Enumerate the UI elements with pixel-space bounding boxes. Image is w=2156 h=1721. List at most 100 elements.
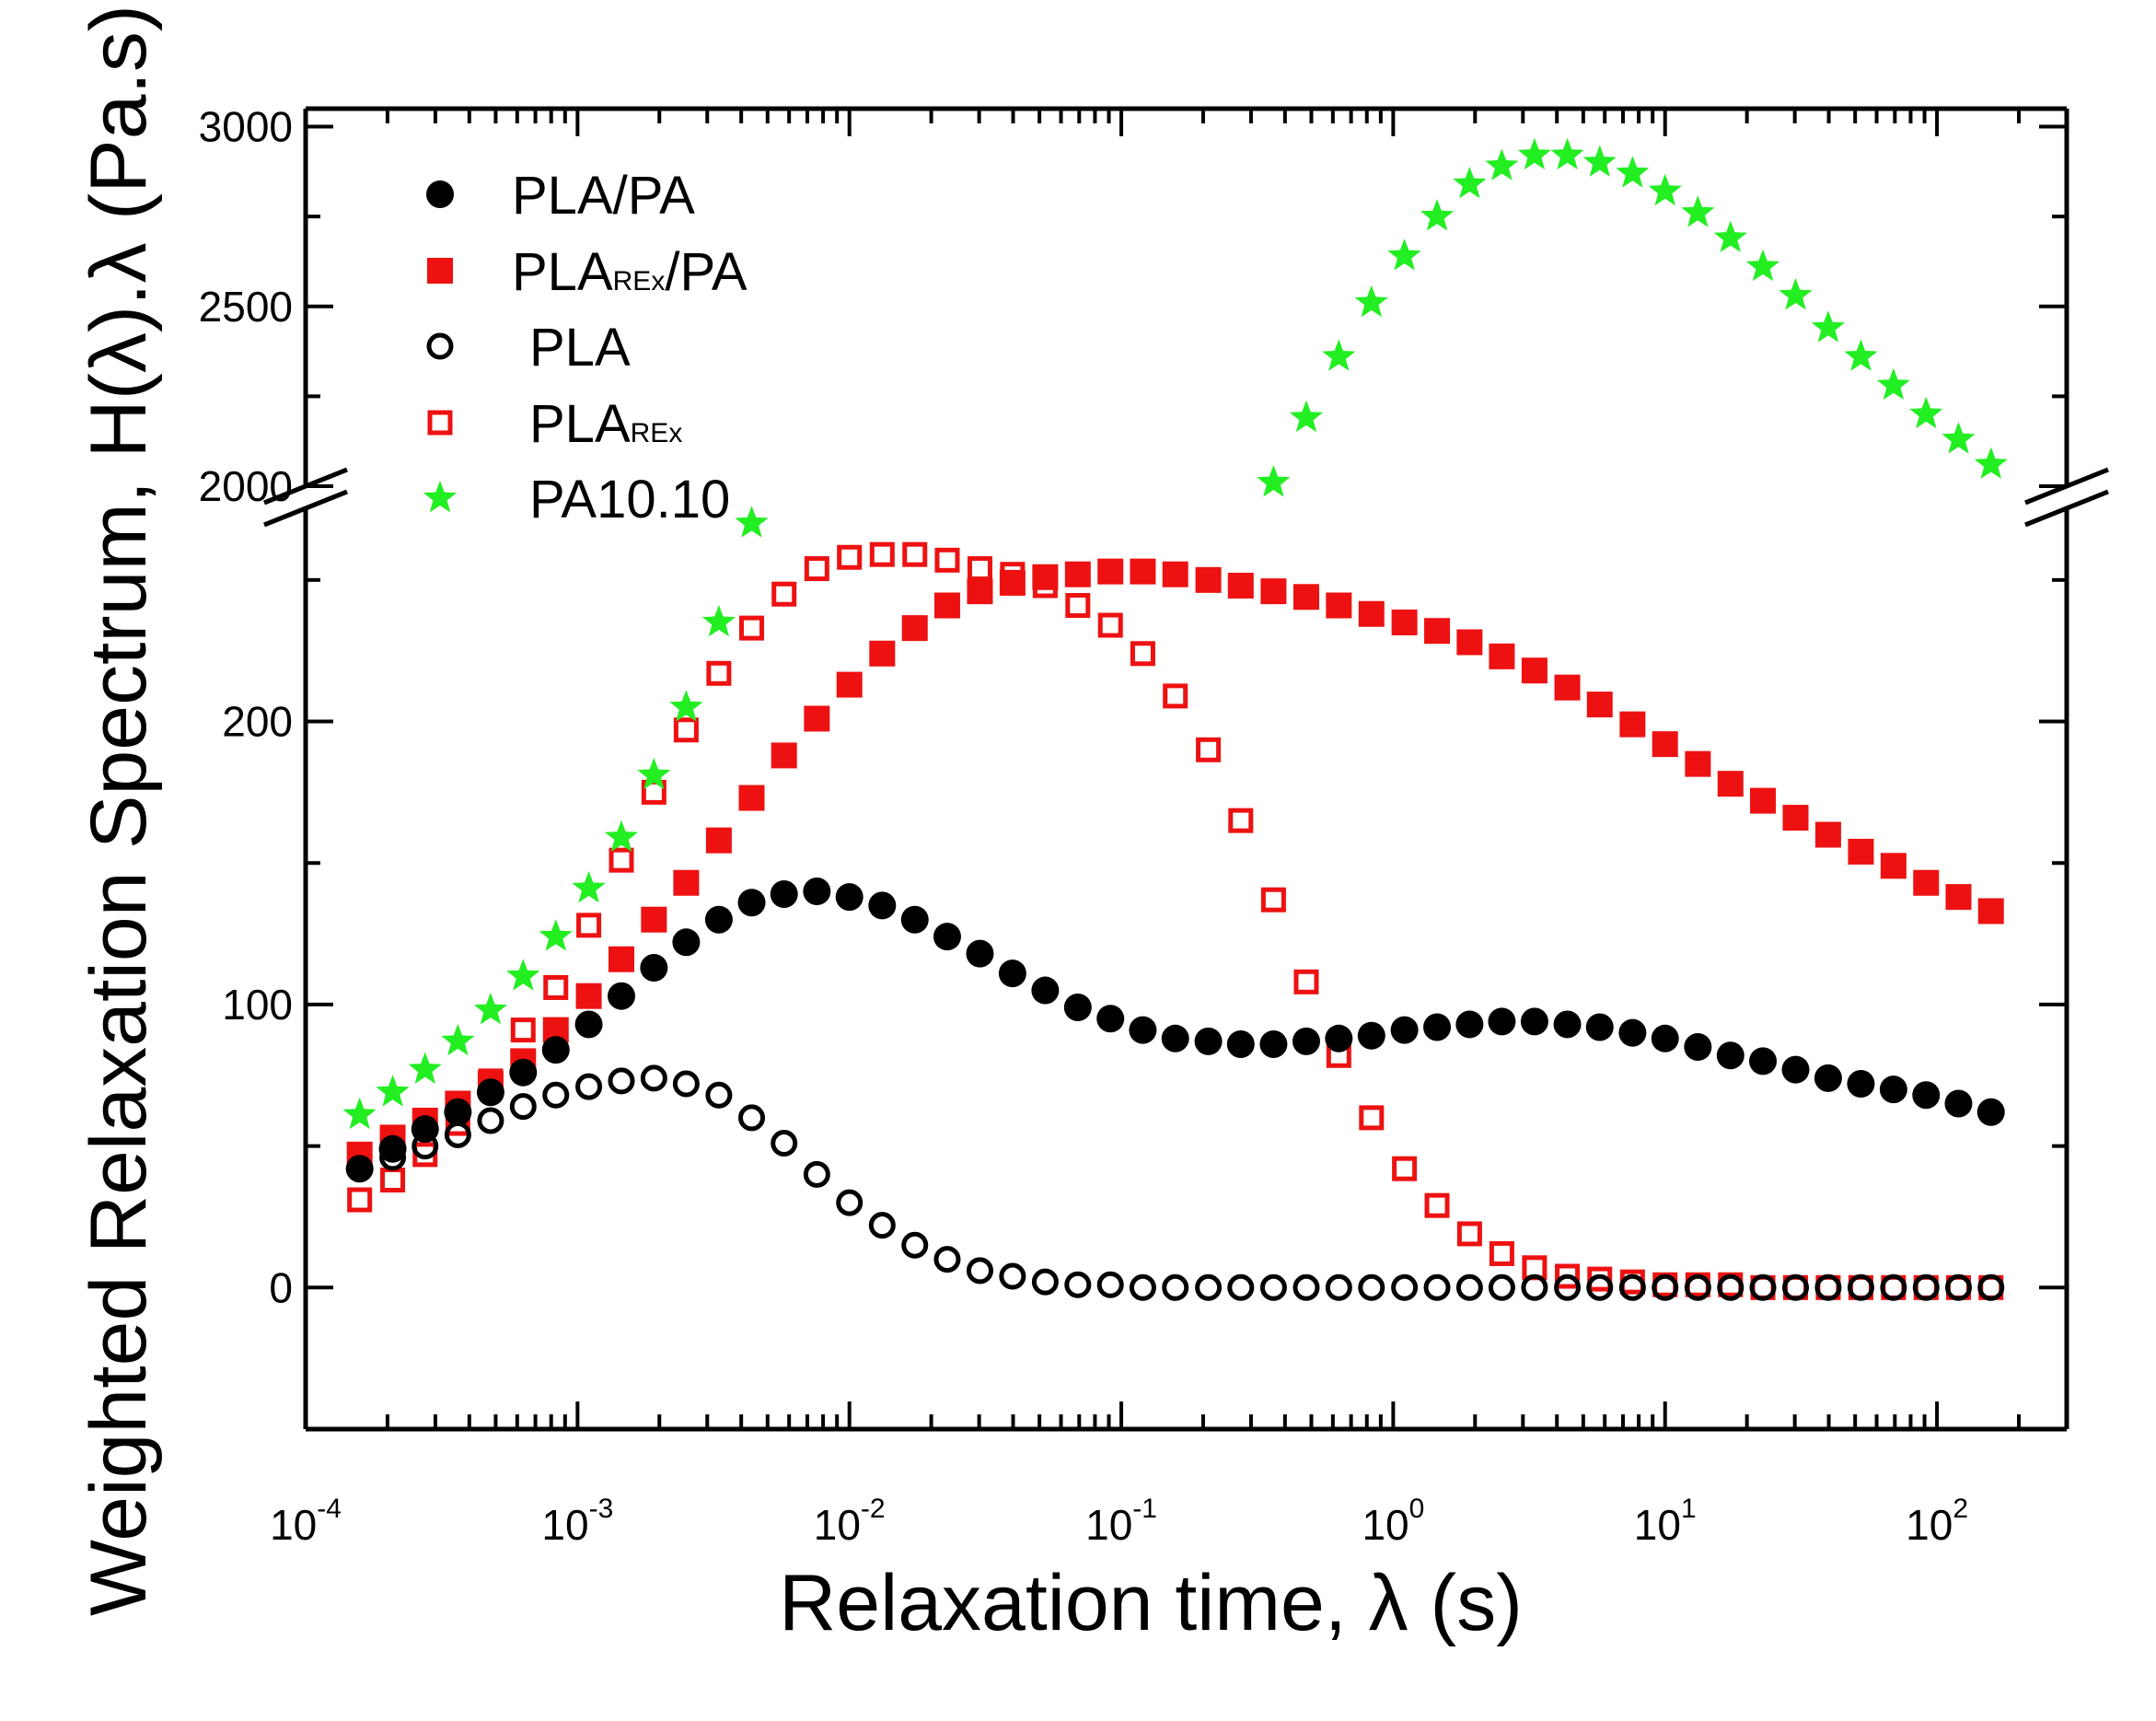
data-point xyxy=(641,906,667,933)
x-tick-label-base: 10 xyxy=(1362,1501,1408,1549)
legend-label-text: PLA xyxy=(512,242,613,302)
axis-titles: Relaxation time, λ (s) Weighted Relaxatio… xyxy=(75,5,1523,1647)
data-point xyxy=(1354,285,1388,318)
data-point xyxy=(705,827,732,854)
data-point xyxy=(575,1073,603,1100)
data-point xyxy=(1227,572,1254,599)
data-point xyxy=(1554,1273,1582,1301)
data-point xyxy=(933,923,961,951)
data-point xyxy=(735,506,769,538)
legend-label-subscript: REx xyxy=(613,266,666,297)
x-tick-label: 10-4 xyxy=(270,1494,342,1549)
data-point xyxy=(1618,1273,1646,1301)
data-point xyxy=(1814,1064,1842,1092)
data-point xyxy=(902,541,928,567)
data-point xyxy=(1880,853,1907,879)
series-pla xyxy=(346,1064,2005,1301)
data-point xyxy=(1618,1018,1647,1047)
data-point xyxy=(803,877,831,905)
x-axis-title: Relaxation time, λ (s) xyxy=(779,1559,1523,1647)
data-point xyxy=(934,547,960,573)
data-point xyxy=(673,869,700,896)
data-point xyxy=(1390,1016,1419,1044)
legend-label-5: PA10.10 xyxy=(529,470,730,529)
data-point xyxy=(739,615,765,641)
data-point xyxy=(1913,869,1940,896)
data-point xyxy=(672,928,701,957)
data-point xyxy=(1260,578,1287,605)
data-point xyxy=(1847,1273,1874,1301)
x-tick-label: 10-1 xyxy=(1085,1494,1157,1549)
x-tick-label: 10-2 xyxy=(814,1494,886,1549)
data-point xyxy=(1359,1105,1385,1131)
data-point xyxy=(1194,1027,1223,1055)
data-point xyxy=(608,982,636,1010)
data-point xyxy=(837,544,863,570)
data-point xyxy=(900,905,929,934)
data-point xyxy=(444,1098,472,1126)
data-point xyxy=(868,891,897,920)
data-point xyxy=(1228,808,1254,833)
series-layer xyxy=(342,137,2008,1301)
data-point xyxy=(1844,339,1878,371)
data-point xyxy=(1456,1221,1482,1247)
data-point xyxy=(541,1036,570,1064)
data-point xyxy=(1292,584,1319,610)
data-point xyxy=(704,905,733,934)
data-point xyxy=(1064,1271,1092,1298)
data-point xyxy=(1032,564,1059,590)
y-axis-title: Weighted Relaxation Spectrum, H(λ).λ (Pa… xyxy=(75,5,163,1616)
data-point xyxy=(1064,561,1091,587)
x-tick-label-exponent: 0 xyxy=(1409,1494,1425,1524)
data-point xyxy=(1651,1024,1679,1052)
data-point xyxy=(1130,558,1156,585)
data-point xyxy=(1325,1273,1352,1301)
series-pa10-10 xyxy=(342,137,2008,1130)
data-point xyxy=(1681,195,1715,227)
data-point xyxy=(1684,1033,1712,1062)
data-point xyxy=(347,1187,373,1213)
legend-label-text: PLA xyxy=(529,394,631,454)
data-point xyxy=(1912,1273,1940,1301)
data-point xyxy=(1685,750,1711,777)
data-point xyxy=(1096,1271,1124,1298)
y-tick-label: 200 xyxy=(222,698,293,746)
data-point xyxy=(1582,145,1617,177)
data-point xyxy=(1195,1273,1223,1301)
data-point xyxy=(1227,1273,1255,1301)
data-point xyxy=(1814,821,1841,848)
data-point xyxy=(1357,1021,1385,1050)
data-point xyxy=(576,913,602,938)
legend-label-text: PLA xyxy=(529,318,631,378)
data-point xyxy=(506,959,540,991)
data-point xyxy=(476,1078,504,1107)
data-point xyxy=(1586,1273,1614,1301)
x-tick-label-exponent: -2 xyxy=(861,1494,886,1524)
data-point xyxy=(1196,737,1222,762)
data-point xyxy=(1289,400,1323,433)
data-point xyxy=(1488,1273,1515,1301)
data-point xyxy=(998,959,1026,988)
data-point xyxy=(378,1134,407,1163)
data-point xyxy=(1195,566,1222,593)
data-point xyxy=(1129,1273,1156,1301)
data-point xyxy=(1912,1081,1941,1110)
x-tick-label-base: 10 xyxy=(1085,1501,1132,1549)
data-point xyxy=(1391,609,1418,635)
data-point xyxy=(1420,199,1455,231)
data-point xyxy=(1456,629,1483,656)
x-tick-label: 101 xyxy=(1634,1494,1697,1549)
data-point xyxy=(804,556,829,582)
legend-label-1: PLA/PA xyxy=(512,166,695,226)
data-point xyxy=(1325,1024,1353,1052)
data-point xyxy=(771,742,797,769)
legend-label-text: PA10.10 xyxy=(529,470,730,529)
x-tick-label-base: 10 xyxy=(270,1501,317,1549)
y-tick-label: 0 xyxy=(269,1263,293,1311)
data-point xyxy=(1717,1273,1745,1301)
data-point xyxy=(933,592,960,619)
legend-label-3: PLA xyxy=(529,318,631,378)
x-tick-label: 10-3 xyxy=(541,1494,613,1549)
data-point xyxy=(705,1081,733,1109)
y-tick-label: 2500 xyxy=(199,283,293,331)
